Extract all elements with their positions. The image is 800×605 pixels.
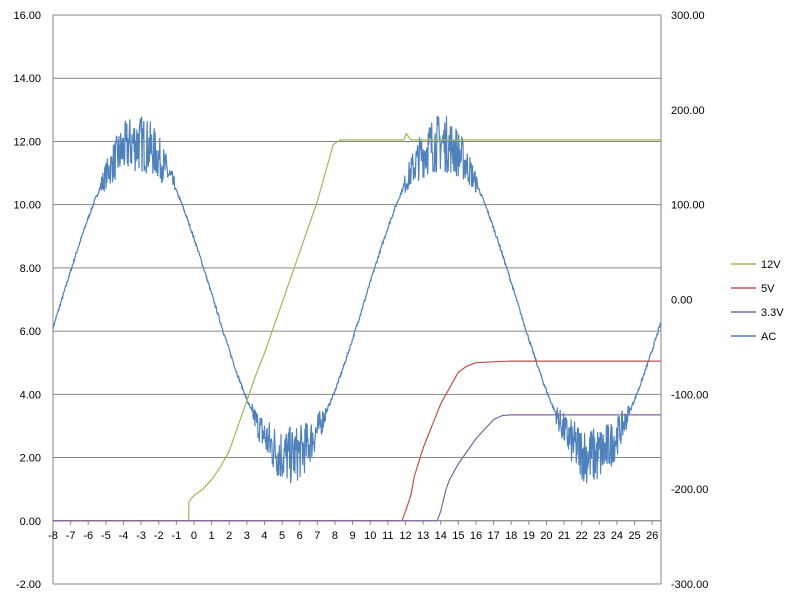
x-tick-label: 13 bbox=[417, 530, 429, 542]
x-tick-label: -5 bbox=[101, 530, 111, 542]
series-line-12v bbox=[53, 132, 661, 522]
axes bbox=[52, 15, 662, 584]
x-tick-label: 17 bbox=[487, 530, 499, 542]
x-tick-label: 25 bbox=[628, 530, 640, 542]
series-line-ac bbox=[52, 115, 662, 484]
x-tick-label: 22 bbox=[576, 530, 588, 542]
x-tick-label: 9 bbox=[350, 530, 356, 542]
x-tick-label: -8 bbox=[48, 530, 58, 542]
x-tick-label: 16 bbox=[470, 530, 482, 542]
x-tick-label: 14 bbox=[435, 530, 447, 542]
x-tick-label: 0 bbox=[191, 530, 197, 542]
right-y-tick-label: 200.00 bbox=[671, 105, 705, 117]
x-tick-label: 26 bbox=[646, 530, 658, 542]
left-y-tick-label: 6.00 bbox=[20, 326, 41, 338]
x-tick-label: -2 bbox=[154, 530, 164, 542]
x-tick-label: -6 bbox=[83, 530, 93, 542]
legend: 12V 5V 3.3V AC bbox=[731, 259, 784, 343]
left-y-tick-label: 10.00 bbox=[13, 200, 41, 212]
legend-label: 5V bbox=[761, 283, 775, 295]
right-y-tick-label: 100.00 bbox=[671, 200, 705, 212]
x-tick-label: 2 bbox=[226, 530, 232, 542]
left-y-tick-label: 12.00 bbox=[13, 136, 41, 148]
x-tick-label: -4 bbox=[119, 530, 129, 542]
x-tick-label: 23 bbox=[593, 530, 605, 542]
x-tick-label: 12 bbox=[399, 530, 411, 542]
x-tick-label: 1 bbox=[209, 530, 215, 542]
left-y-tick-label: 0.00 bbox=[20, 516, 41, 528]
x-tick-label: 10 bbox=[364, 530, 376, 542]
x-tick-label: 8 bbox=[332, 530, 338, 542]
left-y-tick-label: -2.00 bbox=[16, 579, 41, 591]
right-y-tick-labels: -300.00 -200.00 -100.00 0.00 100.00 200.00 300… bbox=[671, 10, 708, 591]
left-y-tick-label: 4.00 bbox=[20, 389, 41, 401]
x-tick-label: 15 bbox=[452, 530, 464, 542]
x-tick-label: 19 bbox=[523, 530, 535, 542]
series-line-3-3v bbox=[53, 414, 661, 522]
right-y-tick-label: 0.00 bbox=[671, 295, 692, 307]
left-y-tick-label: 16.00 bbox=[13, 10, 41, 22]
x-tick-label: 3 bbox=[244, 530, 250, 542]
x-tick-label: -7 bbox=[66, 530, 76, 542]
x-tick-label: 24 bbox=[611, 530, 623, 542]
left-y-tick-labels: -2.00 0.00 2.00 4.00 6.00 8.00 10.00 12.00 14.00… bbox=[13, 10, 41, 591]
x-tick-label: 6 bbox=[297, 530, 303, 542]
x-tick-label: -1 bbox=[171, 530, 181, 542]
x-tick-label: 4 bbox=[261, 530, 267, 542]
left-y-tick-label: 2.00 bbox=[20, 453, 41, 465]
series-lines bbox=[52, 115, 662, 522]
legend-label: 3.3V bbox=[761, 307, 784, 319]
x-tick-label: 7 bbox=[314, 530, 320, 542]
x-tick-label: 18 bbox=[505, 530, 517, 542]
right-y-tick-label: -300.00 bbox=[671, 579, 708, 591]
right-y-tick-label: -100.00 bbox=[671, 389, 708, 401]
legend-label: 12V bbox=[761, 259, 781, 271]
x-tick-label: 21 bbox=[558, 530, 570, 542]
x-tick-label: -3 bbox=[136, 530, 146, 542]
x-tick-labels: -8 -7 -6 -5 -4 -3 -2 -1 0 1 2 3 4 5 6 7 8 9 10 11 12 13 14 15 16… bbox=[48, 530, 658, 542]
x-tick-label: 20 bbox=[540, 530, 552, 542]
left-y-tick-label: 8.00 bbox=[20, 263, 41, 275]
gridlines bbox=[53, 14, 661, 585]
right-y-tick-label: 300.00 bbox=[671, 10, 705, 22]
series-line-5v bbox=[53, 360, 661, 522]
x-tick-label: 11 bbox=[382, 530, 393, 542]
right-y-tick-label: -200.00 bbox=[671, 484, 708, 496]
x-tick-label: 5 bbox=[279, 530, 285, 542]
legend-label: AC bbox=[761, 331, 776, 343]
left-y-tick-label: 14.00 bbox=[13, 73, 41, 85]
